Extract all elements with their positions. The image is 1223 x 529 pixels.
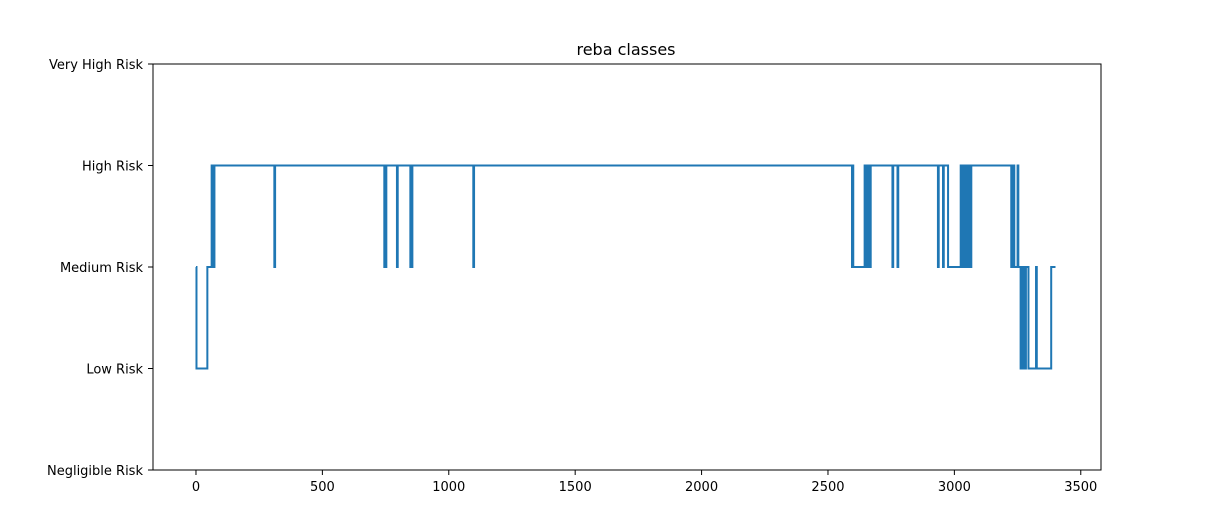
y-tick-label: Medium Risk <box>60 261 144 276</box>
y-tick-label: Negligible Risk <box>47 464 143 479</box>
y-tick-label: High Risk <box>82 160 143 175</box>
x-tick-label: 2000 <box>685 480 718 495</box>
series-line-0 <box>195 164 1056 370</box>
y-tick-label: Low Risk <box>86 363 143 378</box>
x-tick-label: 0 <box>192 480 200 495</box>
x-tick-label: 3000 <box>938 480 971 495</box>
x-tick-label: 2500 <box>811 480 844 495</box>
axis-ticks: 0 500 1000 1500 2000 2500 3000 3500 Negligible R… <box>47 58 1097 495</box>
x-tick-label: 1000 <box>432 480 465 495</box>
chart-title: reba classes <box>576 40 675 59</box>
x-tick-label: 1500 <box>559 480 592 495</box>
x-tick-label: 500 <box>310 480 335 495</box>
x-tick-label: 3500 <box>1064 480 1097 495</box>
y-tick-label: Very High Risk <box>49 58 143 73</box>
